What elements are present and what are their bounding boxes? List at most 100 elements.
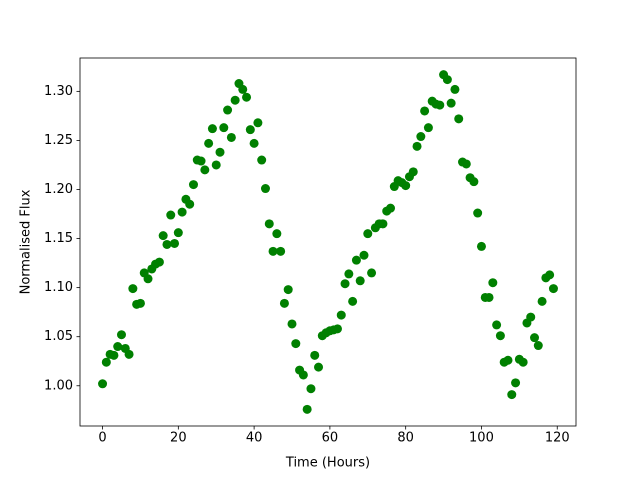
y-tick-label: 1.20	[44, 182, 73, 197]
data-point	[230, 95, 240, 105]
data-point	[113, 342, 123, 352]
data-point	[423, 123, 433, 133]
data-point	[488, 278, 498, 288]
data-point	[537, 296, 547, 306]
data-point	[367, 268, 377, 278]
data-point	[492, 320, 502, 330]
data-point	[359, 250, 369, 260]
data-point	[276, 246, 286, 256]
data-point	[268, 246, 278, 256]
plot-frame	[79, 57, 577, 427]
data-point	[143, 274, 153, 284]
data-point	[291, 339, 301, 349]
data-point	[314, 362, 324, 372]
data-point	[170, 238, 180, 248]
data-point	[435, 100, 445, 110]
data-point	[279, 298, 289, 308]
data-point	[158, 231, 168, 241]
data-point	[408, 167, 418, 177]
data-point	[283, 285, 293, 295]
data-point	[245, 125, 255, 135]
data-point	[530, 333, 540, 343]
data-point	[355, 276, 365, 286]
data-point	[416, 132, 426, 142]
data-point	[503, 355, 513, 365]
data-point	[264, 219, 274, 229]
data-point	[412, 141, 422, 151]
data-point	[484, 292, 494, 302]
x-tick-label: 0	[98, 431, 106, 446]
data-point	[442, 75, 452, 85]
data-point	[101, 357, 111, 367]
data-point	[188, 180, 198, 190]
y-tick-label: 1.05	[44, 329, 73, 344]
data-point	[200, 165, 210, 175]
data-point	[185, 199, 195, 209]
data-point	[461, 159, 471, 169]
data-point	[177, 207, 187, 217]
data-point	[476, 241, 486, 251]
data-point	[238, 84, 248, 94]
y-tick-label: 1.10	[44, 280, 73, 295]
data-point	[219, 123, 229, 133]
data-point	[173, 228, 183, 238]
data-point	[495, 331, 505, 341]
data-point	[116, 330, 126, 340]
data-point	[336, 310, 346, 320]
data-point	[401, 181, 411, 191]
data-point	[348, 296, 358, 306]
data-point	[473, 208, 483, 218]
data-point	[306, 384, 316, 394]
data-point	[386, 203, 396, 213]
data-point	[332, 324, 342, 334]
x-tick-label: 60	[322, 431, 339, 446]
y-axis-label: Normalised Flux	[19, 189, 34, 294]
data-point	[253, 118, 263, 128]
data-point	[511, 378, 521, 388]
data-point	[226, 132, 236, 142]
data-point	[260, 184, 270, 194]
data-point	[249, 138, 259, 148]
data-point	[469, 177, 479, 187]
data-point	[215, 147, 225, 157]
data-point	[446, 98, 456, 108]
data-point	[545, 270, 555, 280]
x-tick-label: 20	[170, 431, 187, 446]
data-point	[211, 160, 221, 170]
data-point	[204, 138, 214, 148]
data-point	[420, 106, 430, 116]
data-point	[548, 284, 558, 294]
data-point	[207, 124, 217, 134]
data-point	[340, 279, 350, 289]
y-tick-label: 1.30	[44, 84, 73, 99]
x-tick-label: 120	[545, 431, 570, 446]
data-point	[310, 350, 320, 360]
data-point	[302, 404, 312, 414]
data-point	[124, 349, 134, 359]
data-point	[507, 390, 517, 400]
x-tick-label: 100	[469, 431, 494, 446]
x-axis-label: Time (Hours)	[285, 456, 370, 471]
data-point	[351, 255, 361, 265]
data-point	[272, 229, 282, 239]
data-point	[98, 379, 108, 389]
data-point	[242, 92, 252, 102]
data-point	[298, 370, 308, 380]
data-point	[196, 156, 206, 166]
x-tick-label: 40	[246, 431, 263, 446]
y-tick-label: 1.25	[44, 133, 73, 148]
x-tick-label: 80	[397, 431, 414, 446]
data-point	[154, 257, 164, 267]
y-tick-label: 1.15	[44, 231, 73, 246]
data-point	[454, 114, 464, 124]
data-point	[518, 357, 528, 367]
data-point	[344, 269, 354, 279]
data-point	[533, 341, 543, 351]
y-tick-label: 1.00	[44, 378, 73, 393]
data-point	[526, 312, 536, 322]
data-point	[363, 229, 373, 239]
data-point	[257, 155, 267, 165]
data-point	[287, 319, 297, 329]
data-point	[128, 284, 138, 294]
data-point	[378, 219, 388, 229]
